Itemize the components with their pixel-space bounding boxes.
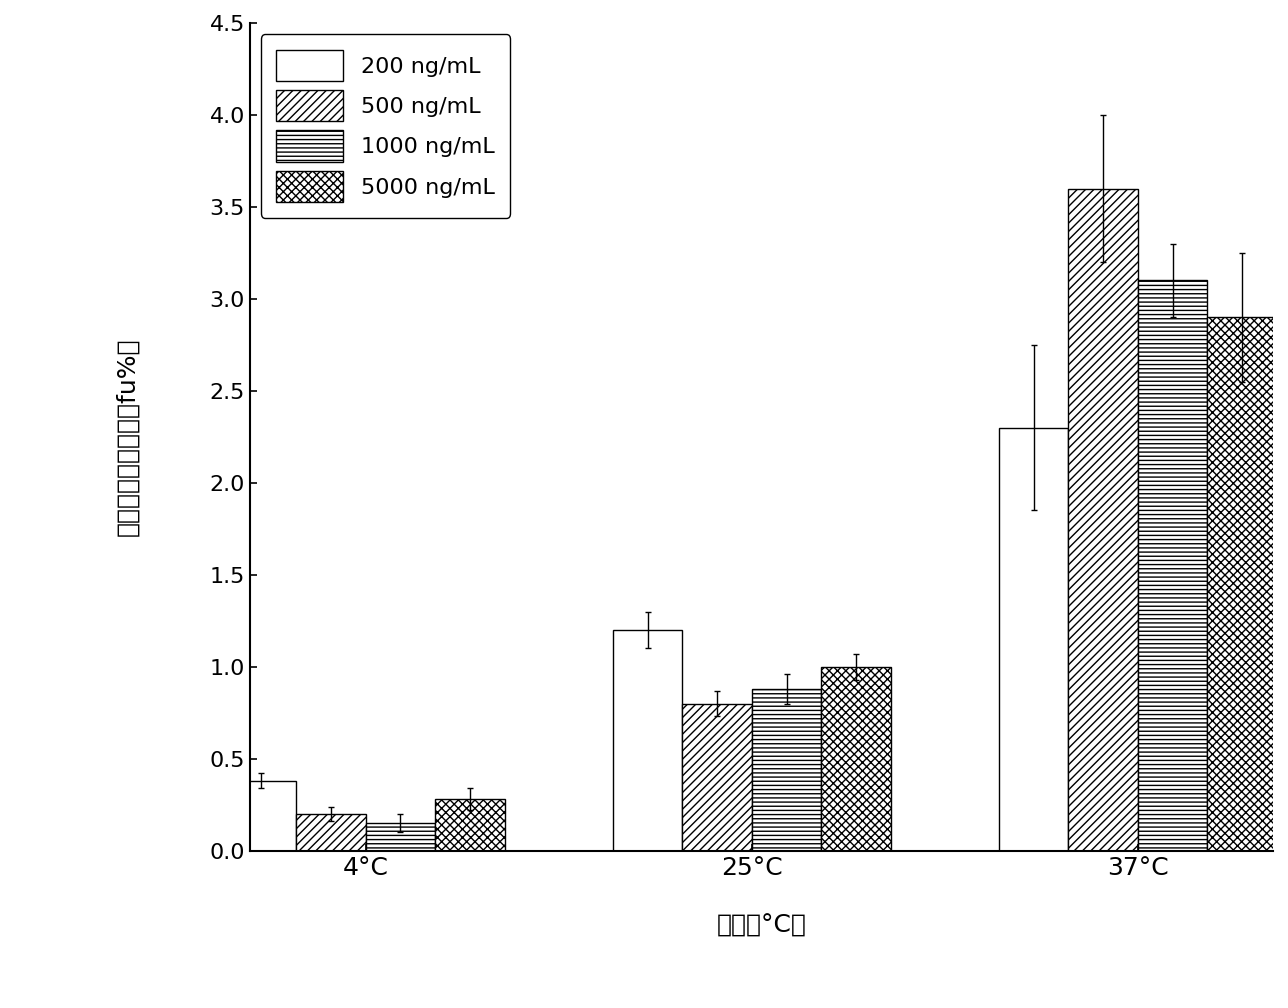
Bar [822, 666, 891, 851]
Bar [227, 781, 296, 851]
Bar [752, 688, 822, 851]
Bar [999, 427, 1068, 851]
Bar [683, 704, 752, 851]
Text: 温度（°C）: 温度（°C） [716, 913, 806, 937]
Bar [613, 630, 683, 851]
Text: 多西他赛游离分数（fu%）: 多西他赛游离分数（fu%） [115, 338, 139, 536]
Legend: 200 ng/mL, 500 ng/mL, 1000 ng/mL, 5000 ng/mL: 200 ng/mL, 500 ng/mL, 1000 ng/mL, 5000 n… [261, 34, 510, 218]
Bar [435, 799, 505, 851]
Bar [1207, 318, 1276, 851]
Bar [1137, 280, 1207, 851]
Bar [366, 824, 435, 851]
Bar [296, 813, 366, 851]
Bar [1068, 188, 1137, 851]
